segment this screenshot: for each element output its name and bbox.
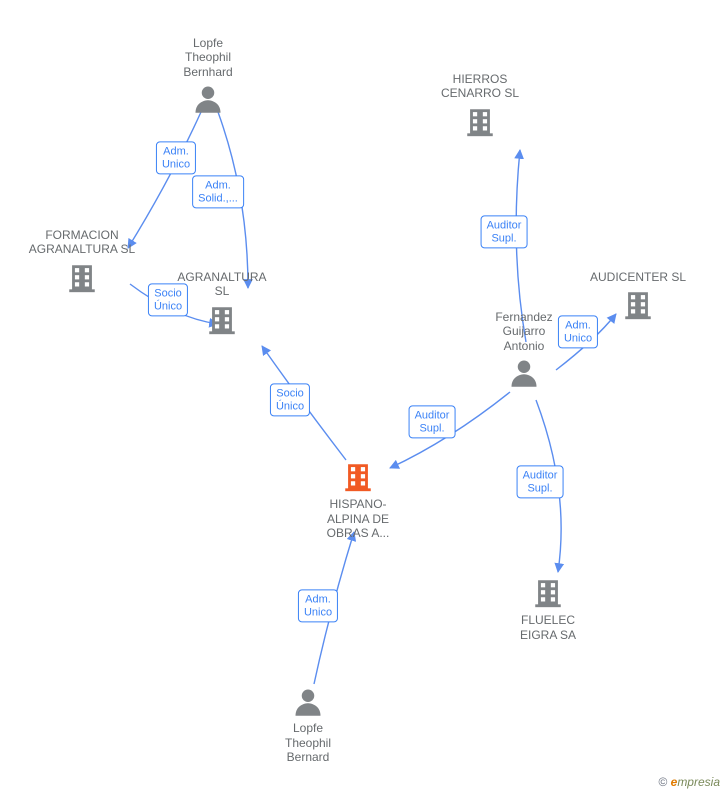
edge-label-2: SocioÚnico: [148, 283, 188, 316]
node-label: FORMACION AGRANALTURA SL: [7, 228, 157, 257]
edge-label-3: SocioÚnico: [270, 383, 310, 416]
node-c_formacion: FORMACION AGRANALTURA SL: [7, 228, 157, 298]
edge-label-6: AuditorSupl.: [409, 405, 456, 438]
edge-label-5: Adm.Unico: [558, 315, 598, 348]
edge-label-8: Adm.Unico: [298, 589, 338, 622]
building-icon-wrap: [65, 261, 99, 298]
building-icon-wrap: [205, 303, 239, 340]
building-icon-wrap: [531, 576, 565, 613]
edge-8: [314, 532, 354, 684]
building-icon: [621, 288, 655, 322]
node-c_fluelec: FLUELEC EIGRA SA: [488, 576, 608, 646]
node-label: AGRANALTURA SL: [162, 270, 282, 299]
edge-5: [556, 314, 616, 370]
node-label: Fernandez Guijarro Antonio: [469, 310, 579, 353]
node-c_audicenter: AUDICENTER SL: [568, 270, 708, 326]
node-p_lopfe_bernard: Lopfe Theophil Bernard: [253, 686, 363, 769]
building-icon: [463, 105, 497, 139]
edge-label-1: Adm.Solid.,...: [192, 175, 244, 208]
copyright: © empresia: [658, 775, 720, 789]
edge-2: [130, 284, 218, 324]
node-c_hierros: HIERROS CENARRO SL: [410, 72, 550, 142]
person-icon: [293, 686, 323, 718]
node-label: HIERROS CENARRO SL: [410, 72, 550, 101]
edge-0: [128, 112, 201, 248]
building-icon-wrap: [341, 460, 375, 497]
brand-rest: mpresia: [677, 775, 720, 789]
building-icon: [205, 303, 239, 337]
edge-7: [536, 400, 561, 572]
edge-4: [516, 150, 526, 342]
edge-1: [218, 112, 248, 288]
person-icon: [509, 357, 539, 389]
node-label: HISPANO- ALPINA DE OBRAS A...: [298, 497, 418, 540]
edge-3: [262, 346, 346, 460]
edge-6: [390, 392, 510, 468]
node-c_hispano: HISPANO- ALPINA DE OBRAS A...: [298, 460, 418, 545]
building-icon: [341, 460, 375, 494]
building-icon: [65, 261, 99, 295]
node-label: AUDICENTER SL: [568, 270, 708, 284]
copyright-symbol: ©: [658, 775, 667, 789]
node-p_lopfe_bernhard: Lopfe Theophil Bernhard: [158, 36, 258, 119]
edge-layer: [0, 0, 728, 795]
node-c_agranaltura: AGRANALTURA SL: [162, 270, 282, 340]
person-icon-wrap: [193, 83, 223, 118]
edge-label-0: Adm.Unico: [156, 141, 196, 174]
person-icon: [193, 83, 223, 115]
node-p_fernandez: Fernandez Guijarro Antonio: [469, 310, 579, 393]
edge-label-7: AuditorSupl.: [517, 465, 564, 498]
person-icon-wrap: [293, 686, 323, 721]
node-label: FLUELEC EIGRA SA: [488, 613, 608, 642]
building-icon-wrap: [463, 105, 497, 142]
edge-label-4: AuditorSupl.: [481, 215, 528, 248]
building-icon: [531, 576, 565, 610]
building-icon-wrap: [621, 288, 655, 325]
node-label: Lopfe Theophil Bernhard: [158, 36, 258, 79]
person-icon-wrap: [509, 357, 539, 392]
node-label: Lopfe Theophil Bernard: [253, 721, 363, 764]
